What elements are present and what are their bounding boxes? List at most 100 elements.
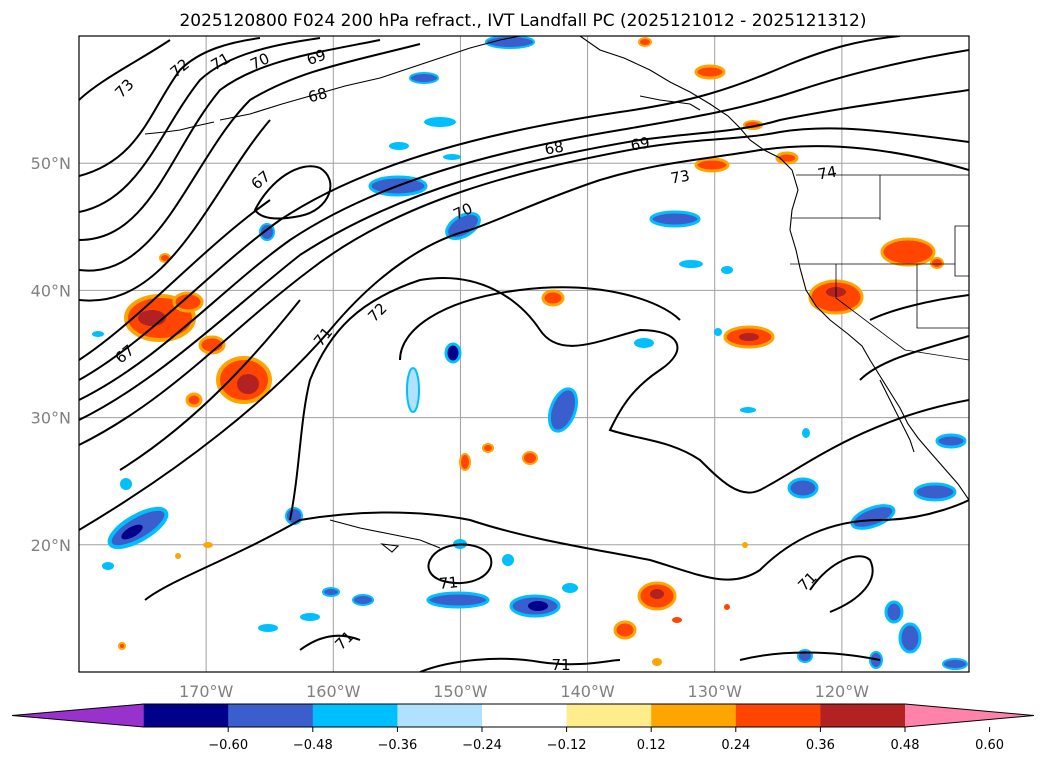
contour-label: 68 <box>543 138 565 159</box>
colorbar-tick-label: 0.48 <box>891 738 920 753</box>
contour-jet-69 <box>79 199 271 361</box>
negative-anomaly <box>352 594 374 606</box>
longitude-tick-label: 170°W <box>179 682 234 701</box>
map-background <box>79 36 969 672</box>
negative-anomaly <box>562 583 578 593</box>
positive-anomaly <box>742 542 748 548</box>
negative-anomaly <box>649 210 701 228</box>
contour-coastal <box>859 335 969 381</box>
coastlines <box>144 36 969 553</box>
contour-71-south <box>119 299 301 471</box>
longitude-tick-label: 140°W <box>560 682 615 701</box>
negative-anomaly <box>120 478 132 490</box>
negative-anomaly <box>787 477 819 499</box>
positive-anomaly <box>724 604 730 610</box>
colorbar-bin <box>735 704 821 727</box>
negative-anomaly-core <box>121 524 143 540</box>
negative-anomaly <box>300 613 320 621</box>
contour-68 <box>79 119 271 302</box>
negative-anomaly <box>443 154 461 160</box>
colorbar-tick-label: 0.24 <box>721 738 750 753</box>
colorbar-bin <box>312 704 398 727</box>
negative-anomaly <box>92 331 104 337</box>
contour-label: 68 <box>306 84 329 106</box>
baja-california <box>879 379 915 453</box>
contour-71-south-wide <box>144 499 969 601</box>
colorbar: −0.60 −0.48 −0.36 −0.24 −0.12 0.12 0.24 0.36 0.4… <box>11 703 1035 753</box>
aleutian-chain <box>219 36 521 121</box>
positive-anomaly <box>482 443 494 453</box>
contour-bottom-right <box>739 651 881 661</box>
colorbar-bin <box>143 704 229 727</box>
contour-jet-73 <box>79 127 969 446</box>
state-borders <box>790 174 969 361</box>
positive-anomaly-core <box>138 310 166 326</box>
aleutian-west <box>144 121 215 135</box>
negative-anomaly <box>935 433 967 449</box>
negative-anomaly <box>898 622 922 654</box>
colorbar-tick-label: 0.36 <box>806 738 835 753</box>
colorbar-tick-label: −0.60 <box>208 738 248 753</box>
colorbar-extension-min <box>12 704 144 727</box>
axis-tick-labels: 170°W 160°W 150°W 140°W 130°W 120°W 50°N 40°N 30… <box>31 154 870 701</box>
contour-label: 69 <box>629 134 651 155</box>
positive-anomaly <box>172 291 204 313</box>
negative-anomaly <box>679 260 703 268</box>
contour-label: 73 <box>669 167 691 188</box>
contour-71 <box>79 37 321 213</box>
colorbar-outline <box>11 703 1035 728</box>
colorbar-tick-label: −0.24 <box>462 738 502 753</box>
refractivity-contours <box>79 36 969 672</box>
negative-anomaly <box>406 367 420 413</box>
colorbar-bin <box>482 704 568 727</box>
contour-70 <box>79 39 381 241</box>
colorbar-bin <box>397 704 483 727</box>
positive-anomaly <box>694 64 726 80</box>
contour-label: 71 <box>438 573 459 593</box>
longitude-tick-label: 130°W <box>688 682 743 701</box>
negative-anomaly <box>740 407 756 413</box>
positive-anomaly <box>694 157 730 173</box>
positive-anomaly <box>672 617 682 623</box>
contour-label: 74 <box>816 163 838 184</box>
positive-anomaly <box>175 553 181 559</box>
colorbar-tick-label: 0.60 <box>975 738 1004 753</box>
negative-anomaly <box>502 554 514 566</box>
negative-anomaly <box>485 36 535 49</box>
negative-anomaly <box>424 117 456 127</box>
contour-67 <box>253 165 332 220</box>
negative-anomaly <box>913 482 957 502</box>
colorbar-tick-label: 0.12 <box>637 738 666 753</box>
negative-anomaly <box>721 266 733 274</box>
map-title: 2025120800 F024 200 hPa refract., IVT La… <box>179 11 866 31</box>
latitude-tick-label: 40°N <box>31 281 71 300</box>
positive-anomaly <box>930 257 944 269</box>
contour-71-central <box>289 277 969 521</box>
negative-anomaly <box>802 428 810 438</box>
negative-anomaly <box>634 338 654 348</box>
north-america-coast <box>579 36 969 501</box>
negative-anomaly <box>322 587 340 597</box>
negative-anomaly <box>547 387 579 433</box>
negative-anomaly <box>714 328 722 336</box>
positive-anomaly <box>541 289 565 307</box>
contour-72 <box>79 37 261 177</box>
positive-anomaly-core <box>739 333 759 341</box>
positive-anomaly <box>638 37 652 47</box>
negative-anomaly <box>409 72 439 84</box>
positive-anomaly <box>652 658 662 666</box>
negative-anomaly <box>942 658 968 670</box>
colorbar-extension-max <box>905 704 1034 727</box>
contour-jet-70 <box>79 36 901 381</box>
negative-anomaly <box>445 212 481 240</box>
positive-anomaly-core <box>650 589 664 599</box>
border-line <box>916 264 969 329</box>
latitude-tick-label: 50°N <box>31 154 71 173</box>
contour-72-central <box>399 286 681 361</box>
contour-73 <box>79 39 171 101</box>
colorbar-bin <box>566 704 652 727</box>
hawaii-chain <box>329 519 441 549</box>
contour-jet-72 <box>79 89 969 421</box>
contour-69 <box>79 43 421 272</box>
